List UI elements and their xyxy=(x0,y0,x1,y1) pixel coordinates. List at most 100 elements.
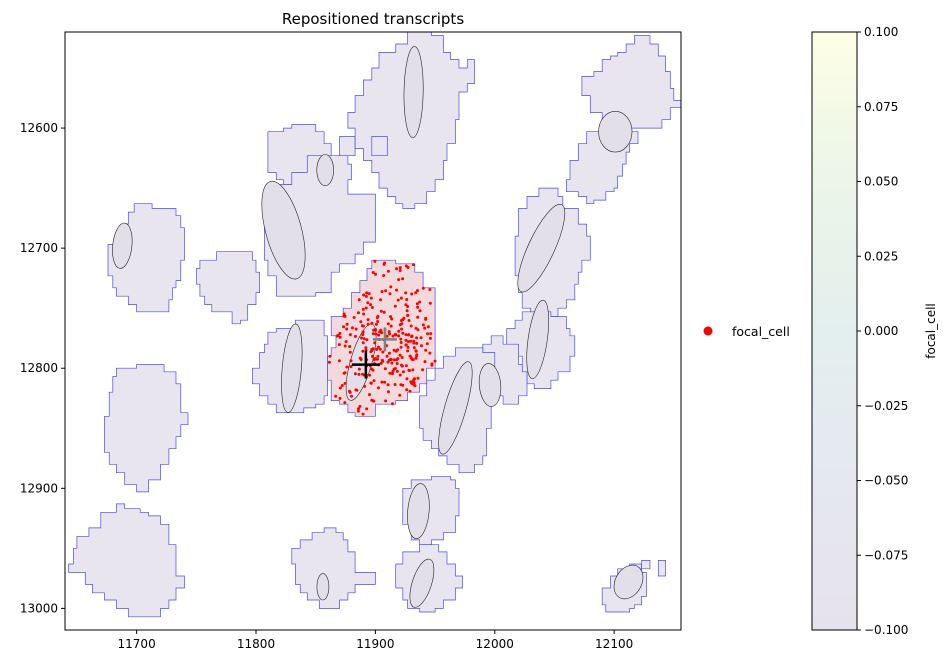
transcript-point xyxy=(381,359,385,363)
transcript-point xyxy=(424,348,428,352)
transcript-point xyxy=(416,328,420,332)
y-axis-ticks: 12600 12700 12800 12900 13000 xyxy=(20,121,65,615)
transcript-point xyxy=(353,372,357,376)
transcript-point xyxy=(369,296,373,300)
transcript-point xyxy=(421,323,425,327)
transcript-point xyxy=(397,278,401,282)
transcript-point xyxy=(389,285,393,289)
transcript-point xyxy=(393,304,397,308)
transcript-point xyxy=(360,336,363,340)
transcript-point xyxy=(344,340,348,344)
nucleus-outline-14 xyxy=(613,564,644,600)
transcript-point xyxy=(405,298,409,301)
transcript-point xyxy=(337,359,341,363)
colorbar: 0.100 0.075 0.050 0.025 0.000 −0.025 −0.050 −0.… xyxy=(811,25,938,637)
transcript-point xyxy=(343,381,347,385)
transcript-point xyxy=(345,327,349,331)
transcript-point xyxy=(392,358,396,362)
transcript-point xyxy=(370,321,374,325)
transcript-point xyxy=(410,334,414,338)
transcript-point xyxy=(342,325,346,329)
transcript-point xyxy=(412,346,416,350)
colorbar-tick-label: −0.025 xyxy=(864,399,908,413)
transcript-point xyxy=(413,384,417,388)
x-tick-label: 11900 xyxy=(356,637,394,651)
transcript-point xyxy=(374,332,378,336)
colorbar-label: focal_cell xyxy=(924,303,938,359)
transcript-point xyxy=(399,341,403,344)
transcript-point xyxy=(365,407,369,411)
nucleus-outline-9 xyxy=(526,299,549,379)
transcript-point xyxy=(401,331,405,335)
colorbar-tick-label: 0.050 xyxy=(864,175,898,189)
transcript-point xyxy=(404,291,408,295)
transcript-point xyxy=(393,383,397,386)
plot-frame xyxy=(64,31,682,631)
transcript-point xyxy=(407,333,411,337)
cell-polygon-21 xyxy=(641,560,651,570)
transcript-point xyxy=(405,388,409,392)
y-tick-label: 12600 xyxy=(20,121,58,135)
transcript-point xyxy=(371,332,375,336)
transcript-point xyxy=(382,310,386,314)
transcript-point xyxy=(372,328,376,332)
transcript-point xyxy=(356,409,360,413)
transcript-point xyxy=(357,298,361,302)
transcript-point xyxy=(350,326,354,330)
transcript-point xyxy=(429,332,433,336)
transcript-point xyxy=(398,266,402,270)
nucleus-outline-6 xyxy=(438,361,473,455)
transcript-point xyxy=(415,302,419,306)
transcript-point xyxy=(388,332,392,336)
transcript-point xyxy=(362,312,366,316)
transcript-point xyxy=(423,326,427,330)
transcript-point xyxy=(387,330,391,334)
transcript-point xyxy=(376,354,380,358)
transcript-point xyxy=(367,292,371,296)
transcript-point xyxy=(380,380,384,384)
transcript-point xyxy=(428,351,432,355)
transcript-point xyxy=(390,317,394,321)
transcript-point xyxy=(421,286,425,290)
transcript-point xyxy=(345,365,349,369)
transcript-point xyxy=(396,298,400,302)
transcript-point xyxy=(404,338,408,342)
transcript-point xyxy=(382,262,386,266)
transcript-point xyxy=(399,383,403,387)
transcript-point xyxy=(348,390,352,394)
transcript-point xyxy=(418,309,422,313)
transcript-point xyxy=(365,291,369,295)
transcript-point xyxy=(421,368,425,372)
transcript-point xyxy=(391,372,394,376)
colorbar-tick-label: 0.100 xyxy=(864,25,898,39)
y-tick-label: 12700 xyxy=(20,241,58,255)
chart-title: Repositioned transcripts xyxy=(282,10,464,28)
transcript-point xyxy=(357,367,361,371)
transcript-point xyxy=(353,334,357,338)
nucleus-outline-0 xyxy=(112,222,133,269)
transcript-point xyxy=(364,306,368,310)
transcript-point xyxy=(364,346,368,350)
transcript-point xyxy=(386,322,390,326)
cell-polygon-20 xyxy=(657,560,666,577)
transcript-point xyxy=(361,372,365,376)
transcript-point xyxy=(394,349,398,353)
transcript-point xyxy=(378,330,382,334)
x-axis-ticks: 11700 11800 11900 12000 12100 xyxy=(118,630,633,651)
colorbar-tick-label: −0.075 xyxy=(864,548,908,562)
transcript-point xyxy=(391,402,394,406)
transcript-point xyxy=(406,305,410,308)
transcript-point xyxy=(433,359,437,363)
nucleus-outline-11 xyxy=(407,483,430,539)
colorbar-tick-label: 0.000 xyxy=(864,324,898,338)
transcript-point xyxy=(354,388,358,392)
transcript-point xyxy=(387,351,391,355)
transcript-point xyxy=(366,318,370,322)
legend: focal_cell xyxy=(703,324,790,339)
transcript-point xyxy=(370,354,374,358)
transcript-point xyxy=(416,376,420,380)
transcript-point xyxy=(396,357,400,361)
transcript-point xyxy=(402,370,405,374)
colorbar-tick-label: 0.025 xyxy=(864,249,898,263)
transcript-point xyxy=(389,324,393,328)
